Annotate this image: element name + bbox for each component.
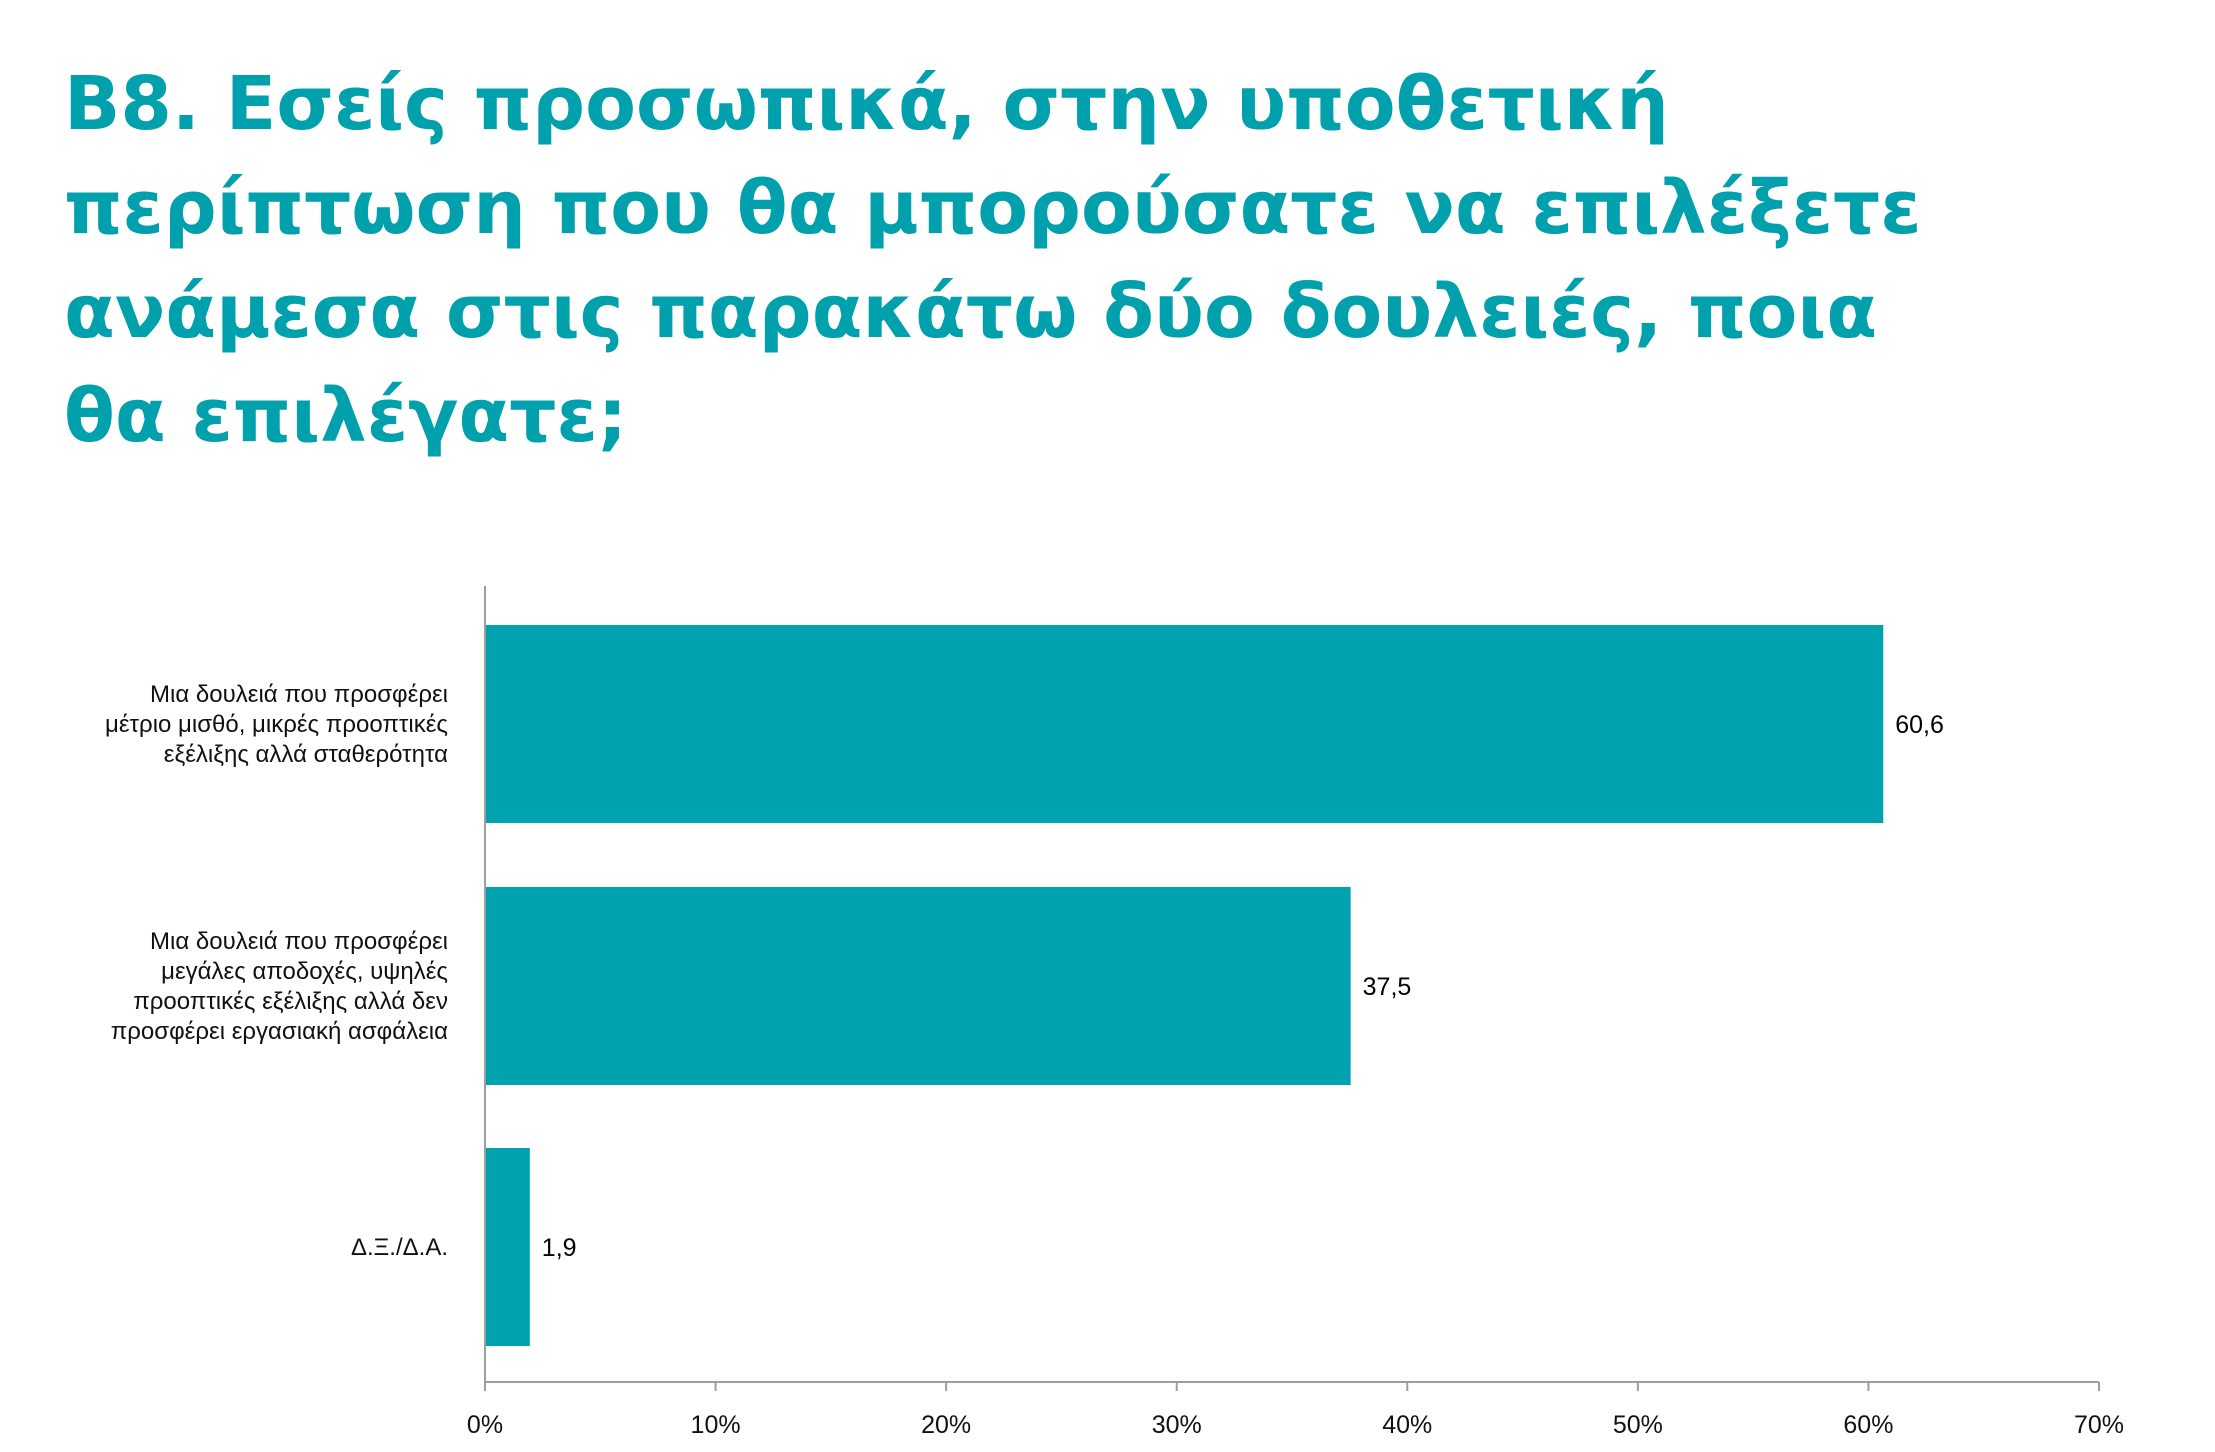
bar-value-label: 1,9 <box>542 1234 577 1262</box>
bar-value-label: 60,6 <box>1895 711 1944 739</box>
category-label: Δ.Ξ./Δ.Α. <box>351 1234 448 1261</box>
labels-group: 60,6 Μια δουλειά που προσφέρει μέτριο μισθ… <box>105 681 1944 1262</box>
bars-group <box>486 625 1884 1346</box>
category-label-line: προσφέρει εργασιακή ασφάλεια <box>111 1018 448 1045</box>
x-tick-label: 60% <box>1843 1411 1893 1439</box>
x-tick-label: 50% <box>1613 1411 1663 1439</box>
x-tick-label: 0% <box>467 1411 503 1439</box>
category-label-line: εξέλιξης αλλά σταθερότητα <box>164 741 448 768</box>
category-label-line: Δ.Ξ./Δ.Α. <box>351 1234 448 1261</box>
x-tick-label: 70% <box>2074 1411 2124 1439</box>
category-label-line: Μια δουλειά που προσφέρει <box>150 928 448 955</box>
chart-title: B8. Εσείς προσωπικά, στην υποθετική περί… <box>64 52 1964 468</box>
bar <box>486 887 1351 1085</box>
chart-title-line-3: ανάμεσα στις παρακάτω δύο δουλειές, ποια <box>64 269 1878 355</box>
x-tick-label: 10% <box>691 1411 741 1439</box>
bar <box>486 625 1884 823</box>
x-tick-label: 40% <box>1382 1411 1432 1439</box>
category-label-line: προοπτικές εξέλιξης αλλά δεν <box>133 988 448 1015</box>
x-tick-label: 30% <box>1152 1411 1202 1439</box>
category-label: Μια δουλειά που προσφέρει μεγάλες αποδοχέ… <box>111 928 448 1045</box>
chart-title-line-2: περίπτωση που θα μπορούσατε να επιλέξετε <box>64 165 1922 251</box>
category-label-line: μεγάλες αποδοχές, υψηλές <box>161 958 448 985</box>
chart-title-line-4: θα επιλέγατε; <box>64 373 628 459</box>
bar-value-label: 37,5 <box>1363 973 1412 1001</box>
category-label-line: μέτριο μισθό, μικρές προοπτικές <box>105 711 448 738</box>
chart-title-line-1: B8. Εσείς προσωπικά, στην υποθετική <box>64 61 1669 147</box>
bar <box>486 1148 530 1346</box>
category-label: Μια δουλειά που προσφέρει μέτριο μισθό, μ… <box>105 681 448 768</box>
category-label-line: Μια δουλειά που προσφέρει <box>150 681 448 708</box>
axes-group: 0% 10% 20% 30% 40% 50% 60% 70% <box>467 586 2124 1439</box>
x-tick-label: 20% <box>921 1411 971 1439</box>
